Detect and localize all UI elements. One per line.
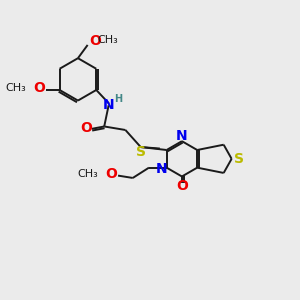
Text: S: S [136,146,146,159]
Text: N: N [176,129,188,143]
Text: O: O [106,167,118,181]
Text: O: O [80,121,92,135]
Text: CH₃: CH₃ [77,169,98,179]
Text: O: O [33,81,45,95]
Text: H: H [114,94,122,104]
Text: N: N [103,98,115,112]
Text: O: O [176,179,188,193]
Text: N: N [155,162,167,176]
Text: CH₃: CH₃ [97,35,118,45]
Text: S: S [234,152,244,166]
Text: CH₃: CH₃ [5,83,26,93]
Text: O: O [90,34,101,48]
